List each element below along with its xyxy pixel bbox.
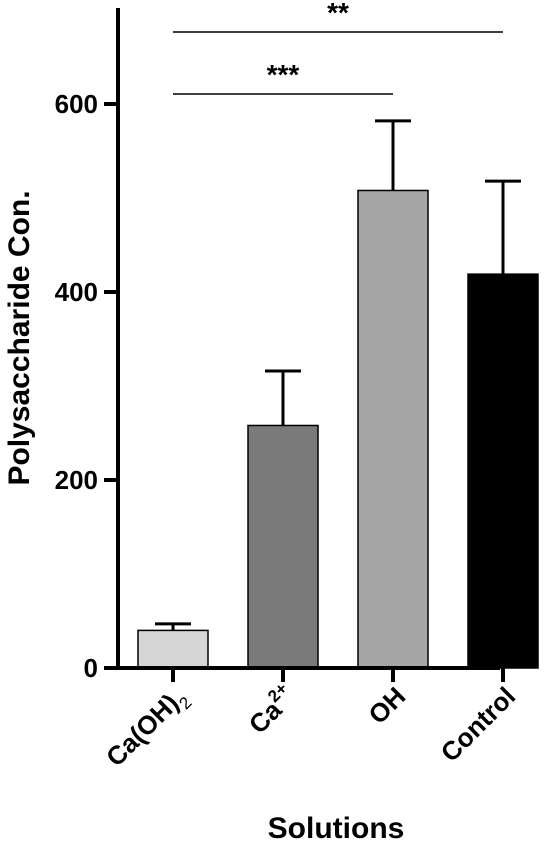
- x-tick-label-1: Ca2+: [241, 679, 302, 740]
- x-tick-label-2: OH: [362, 681, 411, 730]
- bar-2: [357, 189, 429, 669]
- bars-group: [137, 189, 539, 669]
- y-tick-label-3: 600: [55, 89, 98, 119]
- significance-label-0: **: [327, 0, 349, 28]
- bar-1: [247, 424, 319, 669]
- y-ticks-group: 0 200 400 600: [55, 89, 118, 683]
- x-tick-label-3: Control: [435, 681, 522, 768]
- significance-group: *****: [173, 0, 503, 95]
- y-tick-label-1: 200: [55, 465, 98, 495]
- x-tick-label-0: Ca(OH)2: [100, 681, 195, 776]
- significance-label-1: ***: [267, 59, 300, 90]
- x-ticks-group: Ca(OH)2 Ca2+ OH Control: [100, 668, 522, 776]
- axes-group: [116, 8, 500, 670]
- error-bars-group: [155, 119, 521, 631]
- x-axis-title: Solutions: [268, 812, 405, 841]
- y-tick-label-2: 400: [55, 277, 98, 307]
- bar-0: [137, 629, 209, 669]
- y-axis-title: Polysaccharide Con.: [3, 190, 36, 485]
- y-tick-label-0: 0: [84, 653, 98, 683]
- bar-3: [467, 273, 539, 669]
